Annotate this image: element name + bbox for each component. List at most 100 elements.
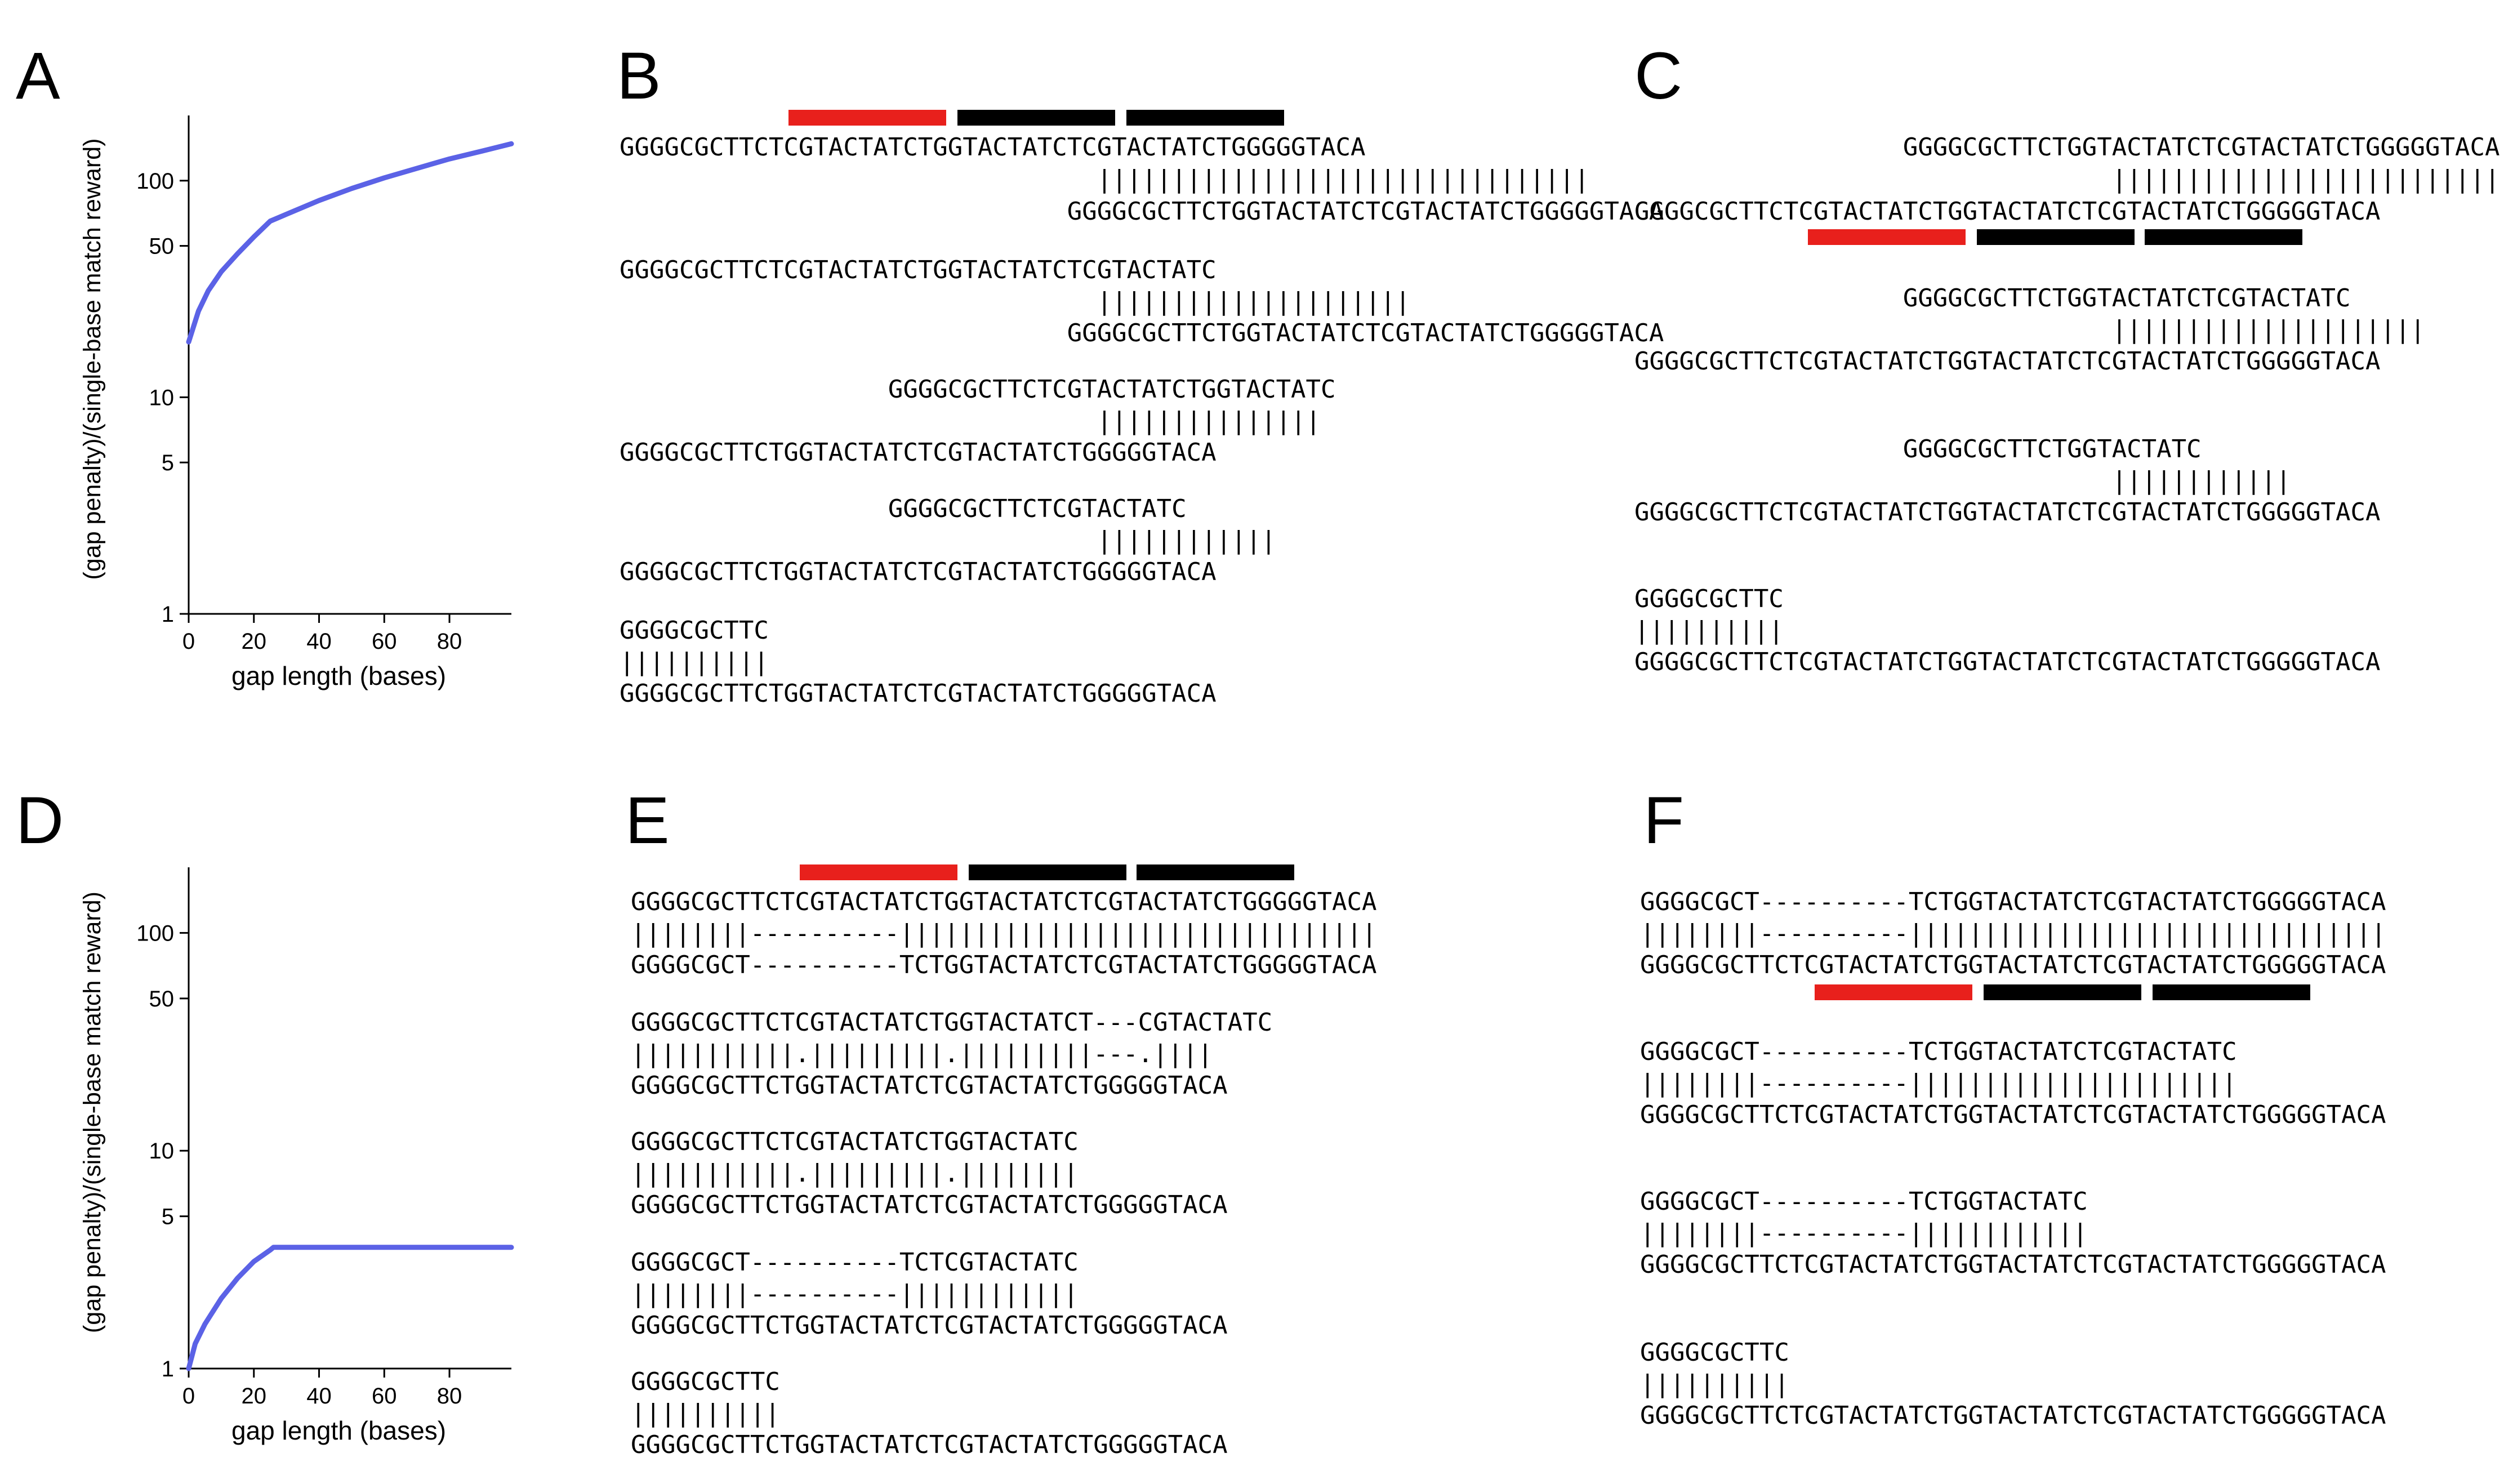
x-axis-label: gap length (bases) [231,1416,446,1445]
alignment-line: GGGGCGCTTCTCGTACTATCTGGTACTATC [620,375,1336,404]
alignment-line: GGGGCGCTTCTGGTACTATCTCGTACTATCTGGGGGTACA [620,197,1664,226]
y-axis-label: (gap penalty)/(single-base match reward) [79,892,106,1333]
alignment-line: GGGGCGCTTCTGGTACTATCTCGTACTATCTGGGGGTACA [620,558,1217,586]
alignment-line: GGGGCGCTTCTCGTACTATCTGGTACTATCTCGTACTATC… [1634,347,2381,376]
alignment-line: GGGGCGCTTCTGGTACTATCTCGTACTATCTGGGGGTACA [631,1430,1228,1459]
x-tick-label: 0 [182,629,195,654]
gap-penalty-line [186,1245,514,1371]
x-axis-label: gap length (bases) [231,661,446,690]
repeat-bar-black [2153,984,2310,1000]
x-tick-label: 60 [372,629,397,654]
alignment-line: GGGGCGCTTCTGGTACTATCTCGTACTATCTGGGGGTACA [631,1311,1228,1340]
repeat-bar-red [788,110,946,126]
y-tick-label: 50 [149,987,175,1011]
repeat-bar-black [1984,984,2141,1000]
y-tick-label: 5 [162,451,174,475]
panel-label-d: D [16,783,64,858]
x-tick-label: 20 [242,1384,267,1409]
alignment-line: GGGGCGCTTCTGGTACTATCTCGTACTATCTGGGGGTACA [1634,133,2500,162]
repeat-bar-black [969,864,1126,880]
alignment-match-line: |||||||||| [1640,1370,1789,1398]
y-axis-label: (gap penalty)/(single-base match reward) [79,139,106,580]
alignment-line: GGGGCGCTTCTGGTACTATCTCGTACTATCTGGGGGTACA [620,438,1217,467]
alignment-match-line: ||||||||----------|||||||||||||||||||||| [1640,1069,2237,1098]
alignment-line: GGGGCGCT----------TCTGGTACTATCTCGTACTATC… [1640,888,2386,916]
alignment-line: GGGGCGCTTC [631,1367,780,1396]
alignment-line: GGGGCGCTTCTCGTACTATC [620,494,1187,523]
x-tick-label: 40 [306,1384,332,1409]
alignment-line: GGGGCGCTTCTGGTACTATCTCGTACTATCTGGGGGTACA [631,1191,1228,1219]
alignment-line: GGGGCGCTTCTCGTACTATCTGGTACTATCTCGTACTATC… [631,888,1377,916]
alignment-line: GGGGCGCT----------TCTGGTACTATCTCGTACTATC… [631,951,1377,979]
y-tick-label: 50 [149,234,175,259]
alignment-match-line: ||||||||||||||| [620,407,1321,435]
repeat-bar-black [2145,229,2302,245]
alignment-match-line: |||||||||||| [620,526,1276,555]
alignment-line: GGGGCGCTTCTCGTACTATCTGGTACTATCTCGTACTATC… [620,133,1366,162]
alignment-match-line: ||||||||----------||||||||||||||||||||||… [631,919,1377,948]
x-tick-label: 40 [306,629,332,654]
x-tick-label: 60 [372,1384,397,1409]
alignment-match-line: |||||||||||.|||||||||.|||||||||---.|||| [631,1040,1213,1068]
panel-label-f: F [1643,783,1685,858]
y-tick-label: 10 [149,1139,175,1164]
alignment-line: GGGGCGCTTCTCGTACTATCTGGTACTATCT---CGTACT… [631,1008,1273,1037]
alignment-match-line: |||||||||| [620,648,769,676]
repeat-bar-black [1137,864,1294,880]
alignment-match-line: |||||||||||.|||||||||.|||||||| [631,1159,1079,1188]
alignment-line: GGGGCGCTTCTGGTACTATCTCGTACTATC [1634,284,2351,313]
alignment-line: GGGGCGCTTCTCGTACTATCTGGTACTATCTCGTACTATC… [1640,1100,2386,1129]
alignment-line: GGGGCGCT----------TCTGGTACTATC [1640,1187,2088,1216]
alignment-line: GGGGCGCTTCTGGTACTATCTCGTACTATCTGGGGGTACA [620,679,1217,708]
alignment-line: GGGGCGCTTC [1640,1338,1789,1367]
repeat-bar-black [1977,229,2135,245]
repeat-bar-red [1808,229,1966,245]
alignment-line: GGGGCGCTTC [1634,585,1784,613]
panel-label-e: E [625,783,670,858]
alignment-line: GGGGCGCTTCTCGTACTATCTGGTACTATCTCGTACTATC [620,256,1217,284]
alignment-line: GGGGCGCTTCTCGTACTATCTGGTACTATCTCGTACTATC… [1640,1401,2386,1430]
alignment-match-line: |||||||||| [631,1399,780,1428]
alignment-match-line: ||||||||----------|||||||||||| [1640,1219,2088,1247]
alignment-line: GGGGCGCTTCTCGTACTATCTGGTACTATCTCGTACTATC… [1634,648,2381,676]
y-tick-label: 100 [136,921,174,946]
alignment-line: GGGGCGCTTCTCGTACTATCTGGTACTATCTCGTACTATC… [1634,498,2381,527]
x-tick-label: 80 [437,1384,462,1409]
panel-label-b: B [617,39,661,113]
alignment-match-line: ||||||||----------||||||||||||||||||||||… [1640,919,2386,948]
alignment-match-line: ||||||||||||||||||||||||||||||||| [620,165,1589,194]
alignment-match-line: |||||||||| [1634,616,1784,645]
alignment-line: GGGGCGCTTCTGGTACTATCTCGTACTATCTGGGGGTACA [620,319,1664,347]
repeat-bar-black [957,110,1115,126]
x-tick-label: 80 [437,629,462,654]
repeat-bar-red [1815,984,1972,1000]
repeat-bar-black [1126,110,1284,126]
panel-label-c: C [1634,39,1683,113]
gap-penalty-line [186,141,514,345]
repeat-bar-red [800,864,957,880]
alignment-line: GGGGCGCTTCTCGTACTATCTGGTACTATCTCGTACTATC… [1634,197,2381,226]
alignment-match-line: ||||||||----------|||||||||||| [631,1280,1079,1308]
y-tick-label: 100 [136,169,174,194]
y-tick-label: 5 [162,1205,174,1229]
alignment-line: GGGGCGCT----------TCTGGTACTATCTCGTACTATC [1640,1037,2237,1066]
y-tick-label: 1 [162,602,174,627]
alignment-line: GGGGCGCTTCTGGTACTATC [1634,435,2202,464]
gap-penalty-chart-a: 1 5 10 50 100 0 20 40 60 80 gap length (bases) (gap… [79,115,514,690]
alignment-match-line: |||||||||||| [1634,466,2291,495]
y-tick-label: 10 [149,385,175,410]
alignment-match-line: ||||||||||||||||||||| [620,287,1410,316]
y-tick-label: 1 [162,1357,174,1381]
alignment-match-line: ||||||||||||||||||||| [1634,315,2425,344]
x-tick-label: 20 [242,629,267,654]
alignment-line: GGGGCGCT----------TCTCGTACTATC [631,1248,1079,1277]
alignment-line: GGGGCGCTTCTCGTACTATCTGGTACTATCTCGTACTATC… [1640,1250,2386,1279]
alignment-line: GGGGCGCTTCTGGTACTATCTCGTACTATCTGGGGGTACA [631,1071,1228,1100]
x-tick-label: 0 [182,1384,195,1409]
alignment-line: GGGGCGCTTCTCGTACTATCTGGTACTATCTCGTACTATC… [1640,951,2386,979]
alignment-match-line: ||||||||||||||||||||||||||||||||| [2111,165,2504,194]
gap-penalty-chart-d: 1 5 10 50 100 0 20 40 60 80 gap length (bases) (gap… [79,867,514,1445]
panel-label-a: A [16,39,60,113]
alignment-line: GGGGCGCTTCTCGTACTATCTGGTACTATC [631,1128,1079,1156]
